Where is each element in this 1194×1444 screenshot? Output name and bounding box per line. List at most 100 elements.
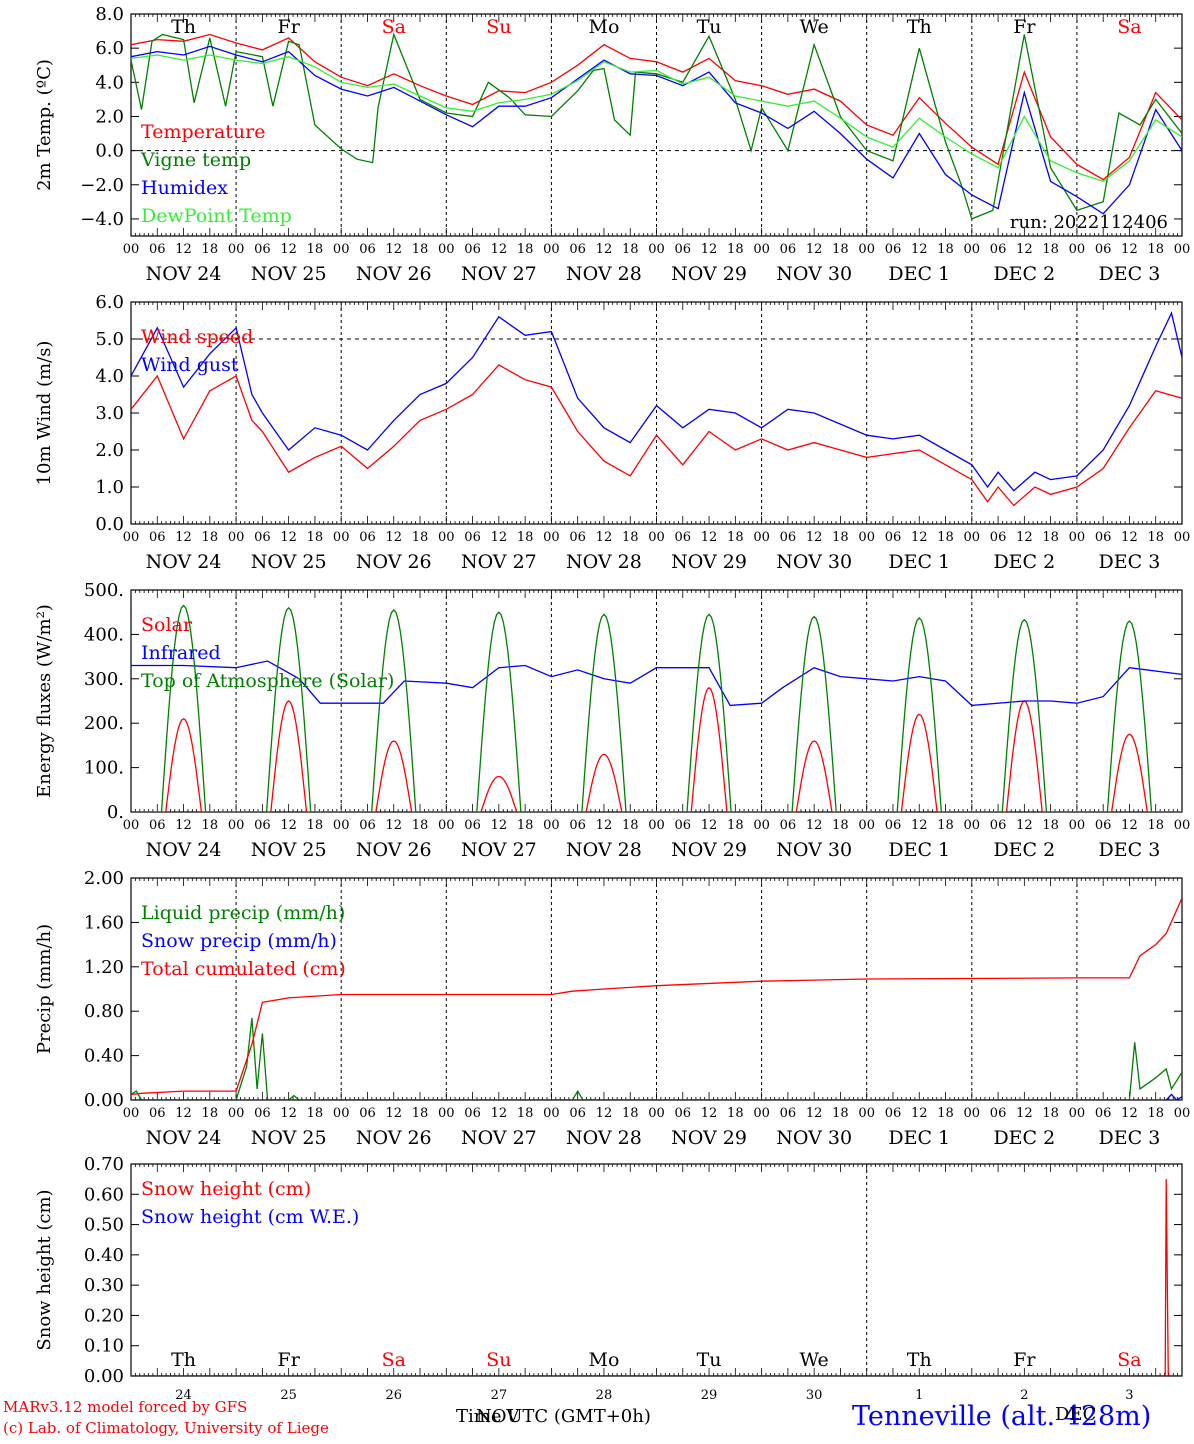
hour-tick-label: 12 (280, 818, 297, 833)
hour-tick-label: 00 (1174, 242, 1191, 257)
hour-tick-label: 00 (543, 818, 560, 833)
hour-tick-label: 12 (280, 530, 297, 545)
date-label: NOV 26 (356, 839, 432, 861)
hour-tick-label: 00 (964, 530, 981, 545)
day-number-label: 2 (1020, 1388, 1028, 1403)
hour-tick-label: 00 (1069, 1106, 1086, 1121)
hour-tick-label: 18 (622, 818, 639, 833)
hour-tick-label: 18 (202, 530, 219, 545)
hour-tick-label: 18 (727, 1106, 744, 1121)
hour-tick-label: 12 (806, 242, 823, 257)
y-tick-label: 0.30 (84, 1275, 124, 1296)
date-label: DEC 3 (1099, 551, 1161, 573)
hour-tick-label: 00 (123, 1106, 140, 1121)
hour-tick-label: 06 (359, 530, 376, 545)
hour-tick-label: 06 (149, 242, 166, 257)
hour-tick-label: 06 (359, 242, 376, 257)
hour-tick-label: 06 (990, 242, 1007, 257)
hour-tick-label: 18 (1147, 242, 1164, 257)
hour-tick-label: 06 (464, 530, 481, 545)
y-tick-label: 4.0 (95, 366, 124, 387)
date-label: NOV 25 (251, 839, 327, 861)
hour-tick-label: 06 (149, 1106, 166, 1121)
hour-tick-label: 12 (280, 1106, 297, 1121)
date-label: NOV 29 (671, 263, 747, 285)
hour-tick-label: 18 (202, 818, 219, 833)
date-label: DEC 3 (1099, 839, 1161, 861)
day-number-label: 30 (806, 1388, 823, 1403)
hour-tick-label: 12 (385, 818, 402, 833)
hour-tick-label: 18 (1042, 1106, 1059, 1121)
weekday-label: Tu (697, 1349, 722, 1371)
hour-tick-label: 00 (648, 530, 665, 545)
weekday-label: Th (907, 1349, 932, 1371)
date-label: DEC 3 (1099, 263, 1161, 285)
hour-tick-label: 18 (1042, 242, 1059, 257)
hour-tick-label: 00 (123, 242, 140, 257)
hour-tick-label: 00 (1069, 530, 1086, 545)
hour-tick-label: 00 (543, 530, 560, 545)
hour-tick-label: 06 (780, 1106, 797, 1121)
hour-tick-label: 06 (885, 242, 902, 257)
hour-tick-label: 06 (780, 530, 797, 545)
hour-tick-label: 18 (517, 818, 534, 833)
hour-tick-label: 06 (885, 530, 902, 545)
hour-tick-label: 12 (1016, 1106, 1033, 1121)
x-axis-title: Time UTC (GMT+0h) (456, 1406, 651, 1427)
hour-tick-label: 18 (937, 242, 954, 257)
legend-entry: Vigne temp (140, 149, 251, 171)
y-tick-label: 3.0 (95, 403, 124, 424)
hour-tick-label: 18 (832, 818, 849, 833)
hour-tick-label: 00 (858, 242, 875, 257)
panel-4: 0.00 0.40 0.80 1.20 1.60 2.00 Precip (mm/h) 00 0… (34, 868, 1190, 1149)
hour-tick-label: 06 (1095, 242, 1112, 257)
hour-tick-label: 12 (701, 530, 718, 545)
hour-tick-label: 12 (175, 818, 192, 833)
y-tick-label: 500. (84, 580, 124, 601)
hour-tick-label: 12 (806, 1106, 823, 1121)
hour-tick-label: 12 (385, 1106, 402, 1121)
hour-tick-label: 00 (1174, 1106, 1191, 1121)
y-tick-label: 0. (107, 802, 124, 823)
weekday-label: Su (486, 1349, 511, 1371)
date-label: NOV 25 (251, 1127, 327, 1149)
hour-tick-label: 00 (228, 818, 245, 833)
y-axis-label: Energy fluxes (W/m²) (34, 604, 55, 798)
hour-tick-label: 00 (438, 818, 455, 833)
date-label: NOV 24 (146, 839, 222, 861)
footer-lab: (c) Lab. of Climatology, University of L… (3, 1419, 329, 1437)
hour-tick-label: 06 (464, 1106, 481, 1121)
legend-entry: Liquid precip (mm/h) (141, 902, 345, 924)
hour-tick-label: 12 (911, 530, 928, 545)
date-label: NOV 27 (461, 551, 537, 573)
hour-tick-label: 06 (990, 818, 1007, 833)
hour-tick-label: 00 (333, 1106, 350, 1121)
series-line-top-of-atmosphere-solar (133, 604, 1182, 812)
hour-tick-label: 00 (438, 1106, 455, 1121)
hour-tick-label: 06 (675, 242, 692, 257)
series-group (131, 311, 1182, 507)
legend-entry: Snow height (cm W.E.) (141, 1206, 359, 1228)
hour-tick-label: 06 (569, 1106, 586, 1121)
hour-tick-label: 06 (254, 818, 271, 833)
hour-tick-label: 18 (622, 242, 639, 257)
date-label: NOV 29 (671, 551, 747, 573)
hour-tick-label: 18 (307, 530, 324, 545)
hour-tick-label: 18 (622, 1106, 639, 1121)
hour-tick-label: 00 (753, 530, 770, 545)
hour-tick-label: 12 (491, 818, 508, 833)
hour-tick-label: 00 (858, 1106, 875, 1121)
series-line-solar (133, 686, 1182, 812)
hour-tick-label: 00 (1174, 818, 1191, 833)
legend-entry: Wind gust (141, 354, 239, 376)
date-label: NOV 28 (566, 839, 642, 861)
hour-tick-label: 00 (123, 530, 140, 545)
legend-entry: Snow precip (mm/h) (141, 930, 337, 952)
hour-tick-label: 06 (359, 1106, 376, 1121)
hour-tick-label: 18 (307, 818, 324, 833)
series-line-vigne-temp (131, 32, 1182, 220)
hour-tick-label: 00 (753, 818, 770, 833)
hour-tick-label: 12 (385, 530, 402, 545)
